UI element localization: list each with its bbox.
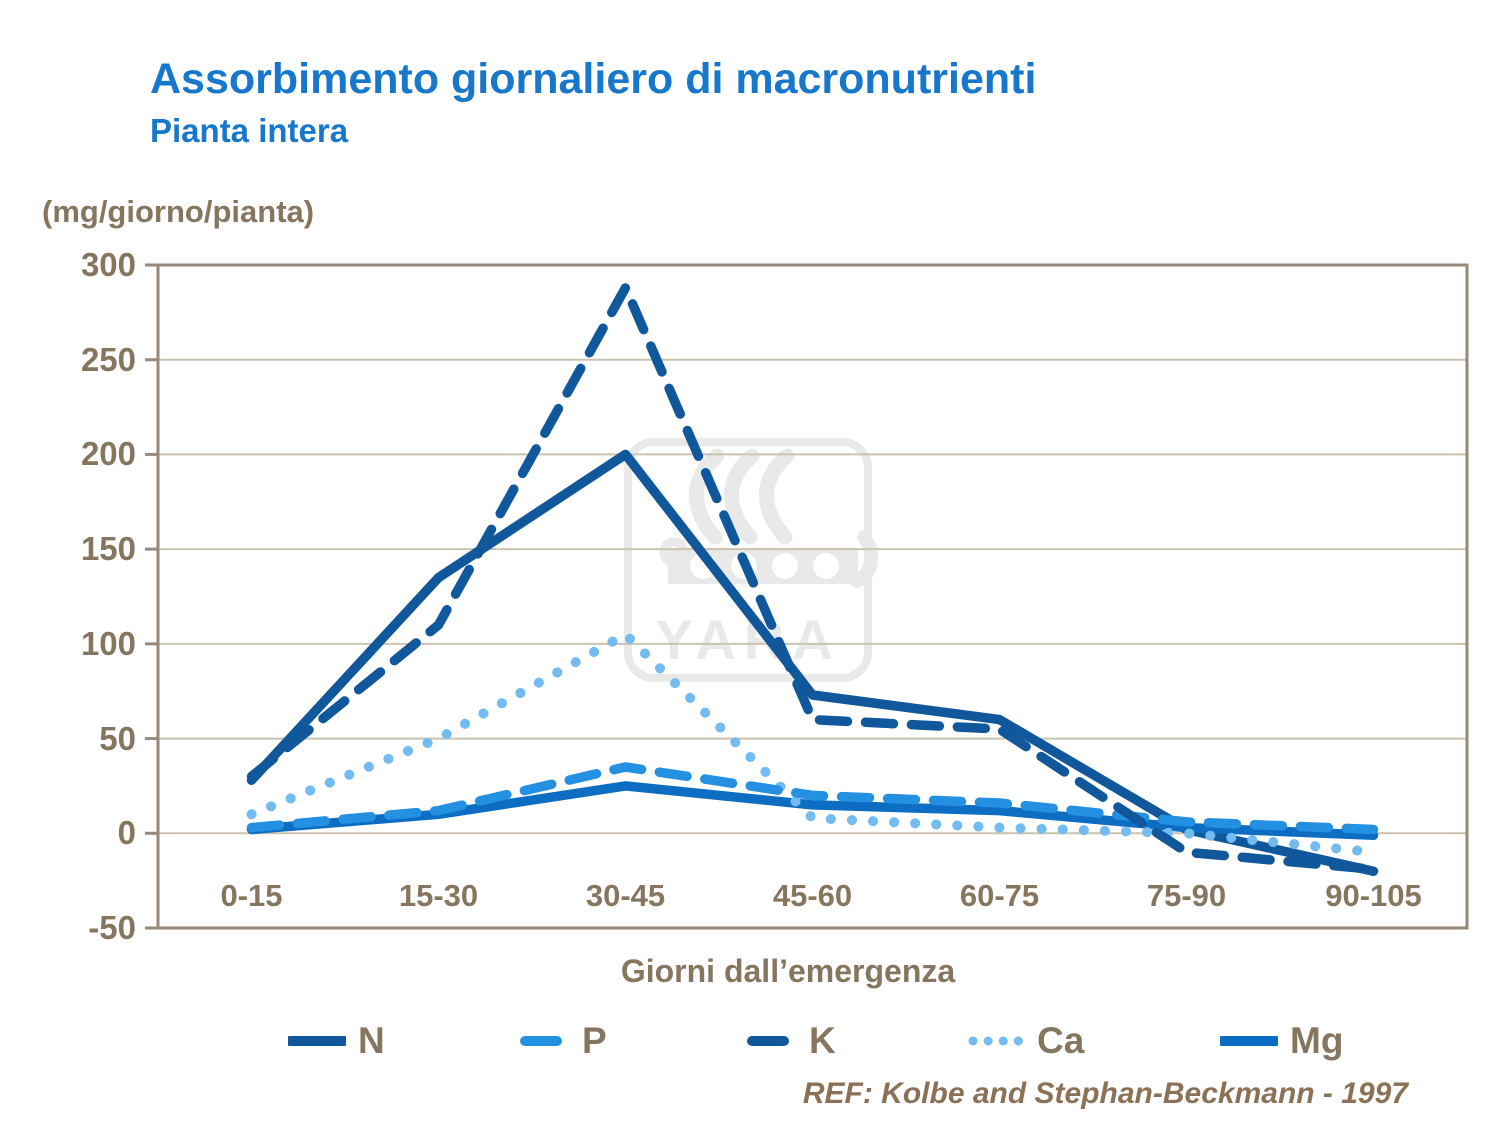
x-tick-label: 30-45 — [585, 878, 666, 913]
series-line-k — [246, 282, 1379, 875]
legend-label-k: K — [809, 1020, 836, 1061]
yara-watermark-sail-icon — [689, 448, 725, 545]
chart-legend: N P K Ca Mg — [0, 1018, 1500, 1064]
legend-label-mg: Mg — [1290, 1020, 1344, 1061]
legend-item-k: K — [739, 1018, 836, 1064]
yara-watermark-sail-icon — [724, 448, 760, 545]
series-line-p — [246, 762, 1379, 835]
plot-border — [156, 263, 1469, 930]
legend-item-p: P — [512, 1018, 607, 1064]
legend-item-mg: Mg — [1220, 1018, 1343, 1064]
y-tick-label: 100 — [80, 624, 136, 662]
y-tick-label: 250 — [80, 340, 136, 378]
y-tick-label: 200 — [80, 435, 136, 473]
footer-reference: REF: Kolbe and Stephan-Beckmann - 1997 — [802, 1077, 1408, 1110]
yara-watermark-shield-icon — [813, 553, 839, 579]
yara-watermark-sail-icon — [759, 448, 795, 545]
y-tick-label: 300 — [80, 246, 136, 283]
yara-watermark-text: YARA — [655, 608, 841, 671]
y-axis-unit-label: (mg/giorno/pianta) — [42, 194, 315, 229]
legend-swatch-n-line — [288, 1036, 346, 1046]
y-tick-label: 50 — [99, 719, 136, 757]
legend-swatch-mg-line — [1220, 1036, 1278, 1046]
yara-watermark-shield-icon — [772, 553, 798, 579]
y-tick-label: -50 — [88, 909, 136, 946]
page-title: Assorbimento giornaliero di macronutrien… — [150, 55, 1037, 103]
legend-swatch-k-line — [747, 1036, 789, 1046]
legend-label-n: N — [358, 1020, 385, 1061]
chart-plot-area: YARA — [145, 263, 1469, 930]
legend-item-n: N — [288, 1018, 385, 1064]
x-tick-label: 0-15 — [220, 878, 283, 913]
x-tick-label: 45-60 — [772, 878, 853, 913]
legend-swatch-ca-line — [968, 1036, 1024, 1046]
legend-label-ca: Ca — [1037, 1020, 1085, 1061]
x-tick-label: 90-105 — [1325, 878, 1422, 913]
x-tick-label: 15-30 — [398, 878, 479, 913]
page-subtitle: Pianta intera — [150, 112, 349, 149]
x-tick-label: 60-75 — [959, 878, 1040, 913]
x-tick-label: 75-90 — [1146, 878, 1227, 913]
x-axis-title: Giorni dall’emergenza — [620, 953, 956, 989]
yara-watermark-prow-curl-icon — [659, 537, 689, 567]
legend-swatch-p-line — [520, 1036, 562, 1046]
y-tick-label: 150 — [80, 530, 136, 568]
yara-watermark-stern-head-icon — [850, 530, 879, 588]
y-tick-label: 0 — [117, 814, 136, 852]
legend-item-ca: Ca — [967, 1018, 1084, 1064]
series-line-ca — [246, 629, 1379, 858]
legend-label-p: P — [582, 1020, 607, 1061]
